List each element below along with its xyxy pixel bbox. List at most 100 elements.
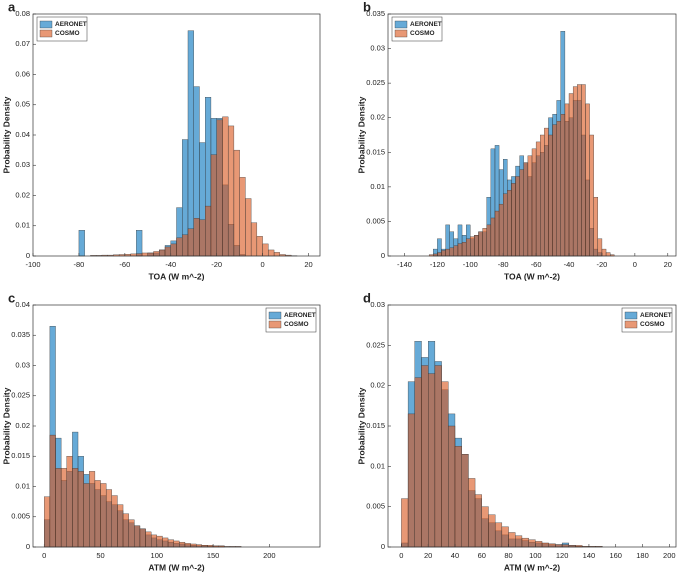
y-tick-label: 0.07 (15, 39, 30, 48)
y-tick-label: 0 (26, 251, 30, 260)
histogram-bar (481, 506, 489, 548)
histogram-bar (453, 245, 459, 257)
y-tick-label: 0.02 (370, 381, 385, 390)
x-tick-label: 20 (304, 260, 312, 269)
histogram-bar (227, 125, 235, 257)
histogram-bar (560, 114, 566, 257)
histogram-bar (593, 197, 599, 257)
legend-label: AERONET (410, 21, 442, 28)
y-tick-label: 0.025 (11, 391, 30, 400)
histogram-bar (434, 365, 442, 548)
y-tick-label: 0.035 (366, 9, 385, 18)
x-tick-label: -120 (430, 260, 445, 269)
histogram-bar (448, 425, 456, 548)
histogram-bar (262, 243, 269, 257)
histogram-bar (601, 248, 607, 257)
legend-swatch (268, 311, 282, 320)
x-tick-label: -60 (119, 260, 130, 269)
histogram-bar (494, 522, 503, 548)
histogram-bar (535, 541, 543, 548)
histogram-bar (407, 413, 415, 548)
y-tick-label: 0.01 (15, 481, 30, 490)
legend-swatch (394, 20, 408, 29)
x-tick-label: 80 (504, 551, 512, 560)
legend-label: AERONET (55, 21, 87, 28)
histogram-bar (581, 84, 586, 257)
histogram-bar (548, 134, 553, 257)
histogram-bar (555, 544, 563, 548)
legend-label: AERONET (284, 312, 316, 319)
histogram-bar (486, 224, 492, 257)
histogram-bar (465, 238, 471, 257)
x-tick-label: -80 (73, 260, 84, 269)
histogram-bar (572, 86, 578, 257)
histogram-bar (478, 231, 483, 257)
histogram-bar (83, 483, 90, 548)
histogram-bar (151, 534, 157, 548)
y-tick-label: 0 (381, 251, 385, 260)
histogram-bar (597, 238, 603, 257)
legend-swatch (39, 20, 53, 29)
x-tick-label: -100 (463, 260, 478, 269)
y-axis-label: Probability Density (356, 96, 366, 173)
histogram-bar (527, 155, 533, 257)
legend-label: AERONET (640, 312, 672, 319)
histogram-bar (494, 210, 500, 257)
histogram-bar (167, 539, 174, 548)
y-tick-label: 0.02 (15, 190, 30, 199)
x-axis-label: ATM (W m^-2) (148, 562, 204, 572)
histogram-bar (136, 253, 143, 257)
x-tick-label: 40 (451, 551, 459, 560)
y-tick-label: 0.03 (370, 300, 385, 309)
histogram-bar (531, 148, 537, 257)
histogram-bar (111, 495, 118, 548)
y-tick-label: 0.025 (366, 78, 385, 87)
x-tick-label: 120 (556, 551, 569, 560)
histogram-bar (170, 243, 177, 257)
histogram-bar (564, 103, 570, 257)
y-tick-label: 0.025 (366, 340, 385, 349)
y-tick-label: 0.03 (370, 44, 385, 53)
x-tick-label: -20 (211, 260, 222, 269)
histogram-bar (196, 544, 202, 548)
histogram-bar (147, 252, 154, 257)
x-axis-label: TOA (W m^-2) (149, 271, 205, 281)
histogram-bar (44, 496, 51, 548)
legend-label: COSMO (410, 30, 435, 37)
histogram-bar (605, 252, 611, 257)
histogram-bar (66, 456, 73, 548)
histogram-bar (589, 134, 594, 257)
histogram-bar (205, 205, 212, 257)
histogram-bar (182, 234, 189, 257)
x-tick-label: -20 (597, 260, 608, 269)
histogram-bar (60, 468, 67, 548)
x-tick-label: -140 (397, 260, 412, 269)
histogram-bar (268, 249, 275, 257)
histogram-bar (141, 252, 148, 257)
histogram-bar (190, 543, 197, 548)
x-tick-label: 140 (583, 551, 596, 560)
histogram-bar (100, 483, 107, 548)
histogram-bar (585, 103, 590, 257)
histogram-bar (474, 494, 482, 548)
y-tick-label: 0.02 (370, 113, 385, 122)
y-tick-label: 0.03 (15, 360, 30, 369)
histogram-bar (544, 127, 549, 257)
y-axis-label: Probability Density (1, 387, 11, 464)
legend-swatch (39, 29, 53, 38)
histogram-bar (541, 542, 549, 548)
histogram-bar (55, 468, 62, 548)
histogram-bar (153, 251, 160, 257)
legend-swatch (624, 320, 638, 329)
histogram-bar (568, 93, 574, 257)
histogram-bar (117, 504, 124, 548)
histogram-bar (210, 154, 217, 257)
y-axis-label: Probability Density (1, 96, 11, 173)
y-tick-label: 0.01 (15, 221, 30, 230)
legend-label: COSMO (640, 321, 665, 328)
x-tick-label: 200 (263, 551, 276, 560)
histogram-bar (156, 535, 163, 548)
x-axis-label: ATM (W m^-2) (504, 562, 560, 572)
histogram-bar (89, 471, 96, 548)
